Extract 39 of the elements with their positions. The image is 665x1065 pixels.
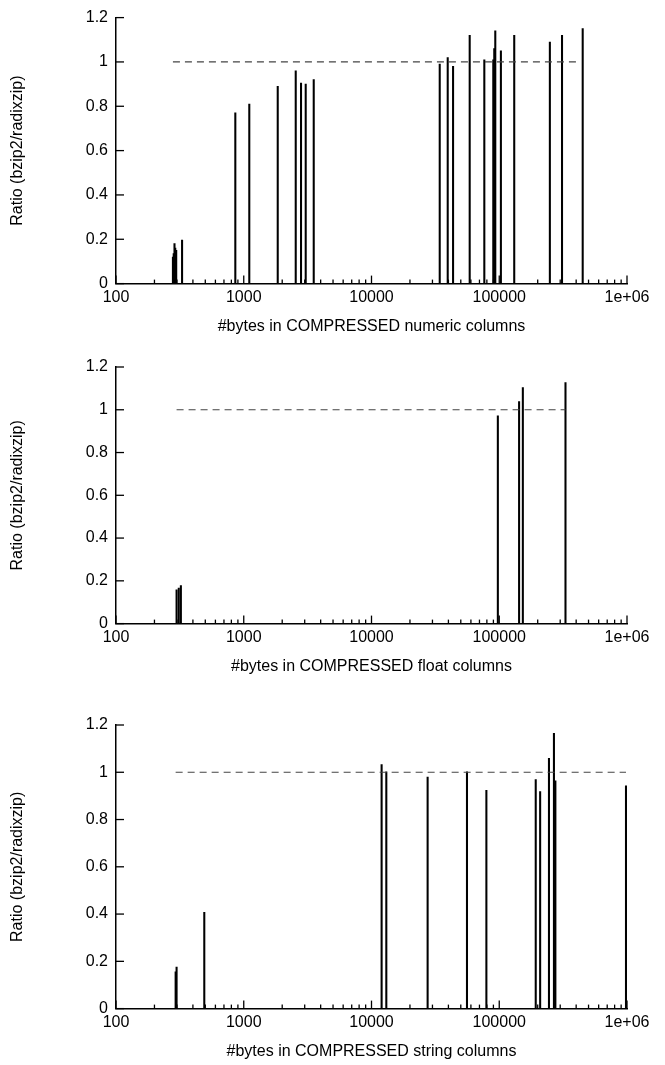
- y-tick-label: 0.4: [85, 528, 109, 546]
- y-tick-label: 0.2: [85, 571, 109, 589]
- y-axis-title: Ratio (bzip2/radixzip): [8, 791, 26, 942]
- y-axis-title: Ratio (bzip2/radixzip): [8, 75, 26, 226]
- x-tick-label: 1e+06: [604, 1012, 650, 1030]
- y-tick-label: 1.2: [85, 8, 109, 26]
- y-tick-label: 0.2: [85, 229, 109, 247]
- y-tick-label: 1.2: [85, 715, 109, 733]
- x-tick-label: 1000: [225, 627, 262, 645]
- y-tick-label: 0.4: [85, 904, 109, 922]
- x-tick-label: 100: [102, 627, 130, 645]
- x-tick-label: 10000: [349, 1012, 394, 1030]
- y-tick-label: 1: [99, 400, 109, 418]
- x-axis-title: #bytes in COMPRESSED float columns: [231, 656, 512, 674]
- x-axis-title: #bytes in COMPRESSED string columns: [226, 1041, 517, 1059]
- x-tick-label: 1e+06: [604, 627, 650, 645]
- x-tick-label: 100: [102, 1012, 130, 1030]
- y-tick-label: 0.6: [85, 141, 109, 159]
- x-tick-label: 100: [102, 287, 130, 305]
- x-axis-title: #bytes in COMPRESSED numeric columns: [217, 316, 526, 334]
- y-tick-label: 0.2: [85, 951, 109, 969]
- y-tick-label: 0.8: [85, 442, 109, 460]
- y-tick-label: 0.4: [85, 185, 109, 203]
- y-tick-label: 1.2: [85, 357, 109, 375]
- y-tick-label: 0.8: [85, 96, 109, 114]
- x-tick-label: 1e+06: [604, 287, 650, 305]
- x-tick-label: 100000: [472, 627, 527, 645]
- x-tick-label: 10000: [349, 627, 394, 645]
- y-tick-label: 0.6: [85, 485, 109, 503]
- y-axis-title: Ratio (bzip2/radixzip): [8, 420, 26, 571]
- x-tick-label: 1000: [225, 1012, 262, 1030]
- y-tick-label: 0.8: [85, 809, 109, 827]
- x-tick-label: 100000: [472, 1012, 527, 1030]
- x-tick-label: 10000: [349, 287, 394, 305]
- x-tick-label: 100000: [472, 287, 527, 305]
- x-tick-label: 1000: [225, 287, 262, 305]
- y-tick-label: 1: [99, 52, 109, 70]
- y-tick-label: 1: [99, 762, 109, 780]
- y-tick-label: 0.6: [85, 857, 109, 875]
